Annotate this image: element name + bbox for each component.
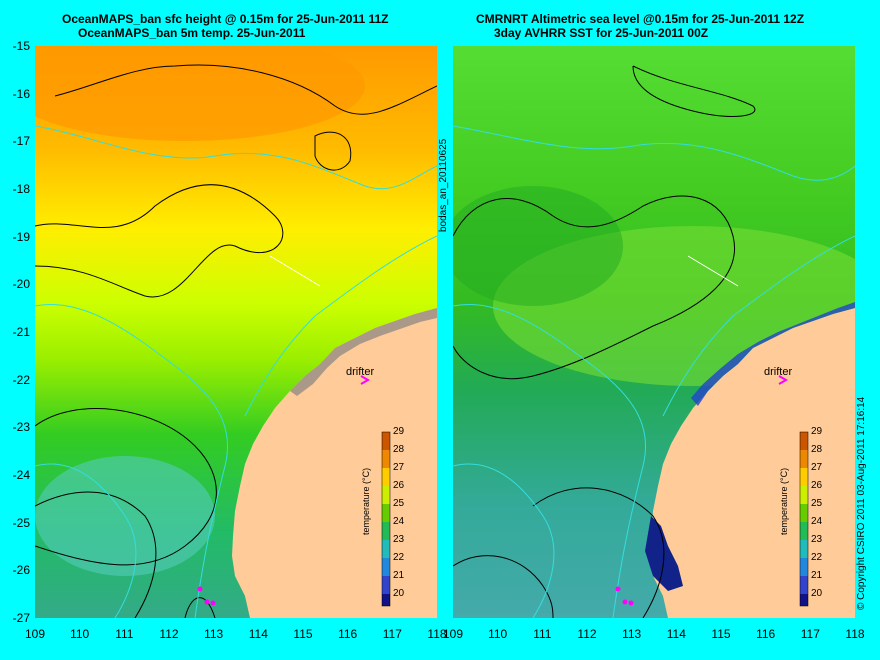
left-coast-shelf [290, 308, 437, 396]
colorbar-tick-label: 26 [811, 480, 823, 491]
colorbar-tick-label: 29 [811, 426, 823, 437]
y-tick-label: -24 [12, 468, 30, 482]
x-tick-label: 113 [204, 627, 224, 641]
left-title-line2: OceanMAPS_ban 5m temp. 25-Jun-2011 [78, 26, 306, 40]
x-tick-label: 114 [248, 627, 268, 641]
right-dark-patch [453, 186, 623, 306]
right-contours-black [453, 65, 756, 618]
right-contours-cyan [453, 125, 855, 618]
x-tick-label: 110 [70, 627, 90, 641]
colorbar-tick-label: 27 [393, 462, 405, 473]
x-tick-label: 112 [159, 627, 179, 641]
y-tick-label: -25 [12, 515, 30, 530]
x-tick-label: 114 [666, 627, 686, 641]
right-drifter-dot-3 [628, 600, 634, 606]
y-tick-label: -15 [12, 39, 30, 53]
colorbar-tick-label: 27 [811, 462, 823, 473]
left-drifter-label: drifter [346, 366, 375, 378]
x-tick-label: 118 [845, 627, 865, 641]
y-tick-label: -26 [12, 563, 30, 578]
colorbar-tick-label: 26 [393, 480, 405, 491]
right-colorbar [799, 431, 809, 607]
colorbar-tick-label: 23 [811, 534, 823, 545]
colorbar-tick-label: 24 [811, 516, 823, 527]
y-tick-label: -23 [12, 420, 30, 435]
x-tick-label: 117 [382, 627, 402, 641]
y-tick-label: -16 [12, 86, 30, 101]
x-tick-label: 116 [338, 627, 358, 641]
colorbar-tick-label: 20 [393, 588, 405, 599]
right-title-line2: 3day AVHRR SST for 25-Jun-2011 00Z [494, 26, 709, 40]
colorbar-tick-label: 28 [393, 444, 405, 455]
run-id-label: bodas_an_20110625 [438, 138, 449, 232]
x-tick-label: 109 [442, 627, 464, 641]
right-drifter-marker [778, 375, 789, 385]
y-tick-label: -21 [12, 325, 30, 339]
x-tick-label: 109 [24, 627, 46, 641]
y-tick-label: -19 [12, 229, 30, 244]
left-map-panel [35, 46, 437, 618]
right-drifter-label: drifter [764, 366, 793, 378]
colorbar-tick-label: 24 [393, 516, 405, 527]
x-tick-label: 116 [756, 627, 776, 641]
colorbar-tick-label: 22 [811, 552, 823, 563]
colorbar-tick-label: 29 [393, 426, 405, 437]
x-tick-label: 113 [622, 627, 642, 641]
right-map-panel [453, 46, 855, 618]
right-track-line [687, 255, 739, 287]
x-tick-label: 118 [427, 627, 447, 641]
y-tick-label: -18 [12, 182, 30, 196]
y-tick-label: -27 [12, 611, 30, 625]
colorbar-tick-label: 21 [811, 570, 823, 581]
x-tick-label: 111 [533, 627, 552, 641]
x-tick-label: 115 [711, 627, 731, 641]
left-track-line [269, 255, 321, 287]
right-map-svg [453, 46, 855, 618]
x-tick-label: 110 [488, 627, 508, 641]
colorbar-tick-label: 25 [393, 498, 405, 509]
colorbar-tick-label: 20 [811, 588, 823, 599]
x-tick-label: 117 [800, 627, 820, 641]
y-tick-label: -20 [12, 277, 30, 292]
left-map-svg [35, 46, 437, 618]
left-drifter-marker [360, 375, 371, 385]
left-contours-cyan [35, 125, 437, 618]
left-drifter-dot-2 [204, 599, 210, 605]
right-cold-coast [691, 302, 855, 406]
right-drifter-dot-1 [615, 586, 621, 592]
colorbar-tick-label: 22 [393, 552, 405, 563]
right-colorbar-label: temperature (°C) [779, 467, 789, 535]
left-title-line1: OceanMAPS_ban sfc height @ 0.15m for 25-… [62, 12, 389, 26]
x-tick-label: 112 [577, 627, 597, 641]
colorbar-tick-label: 21 [393, 570, 405, 581]
colorbar-tick-label: 25 [811, 498, 823, 509]
left-warm-patch [35, 46, 365, 141]
colorbar-tick-label: 28 [811, 444, 823, 455]
right-title-line1: CMRNRT Altimetric sea level @0.15m for 2… [476, 12, 805, 26]
x-tick-label: 111 [115, 627, 134, 641]
colorbar-tick-label: 23 [393, 534, 405, 545]
right-drifter-dot-2 [622, 599, 628, 605]
left-colorbar-label: temperature (°C) [361, 467, 371, 535]
left-drifter-dot-1 [197, 586, 203, 592]
left-drifter-dot-3 [210, 600, 216, 606]
y-tick-label: -17 [12, 134, 30, 149]
y-tick-label: -22 [12, 372, 30, 387]
copyright-label: © Copyright CSIRO 2011 03-Aug-2011 17:16… [856, 396, 867, 610]
x-tick-label: 115 [293, 627, 313, 641]
left-colorbar [381, 431, 391, 607]
